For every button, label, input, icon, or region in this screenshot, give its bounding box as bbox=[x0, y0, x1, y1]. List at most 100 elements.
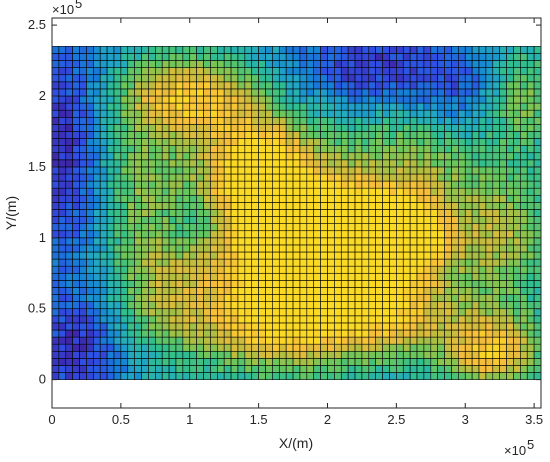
heatmap-cell bbox=[340, 265, 349, 274]
heatmap-cell bbox=[99, 358, 108, 366]
heatmap-cell bbox=[451, 343, 459, 352]
heatmap-cell bbox=[51, 152, 60, 161]
heatmap-cell bbox=[340, 180, 349, 189]
heatmap-cell bbox=[313, 258, 321, 267]
heatmap-cell bbox=[237, 187, 246, 196]
heatmap-cell bbox=[217, 102, 225, 111]
heatmap-cell bbox=[127, 272, 135, 281]
heatmap-cell bbox=[258, 194, 266, 203]
x-axis-label: X/(m) bbox=[279, 435, 313, 451]
heatmap-cell bbox=[458, 67, 466, 76]
heatmap-cell bbox=[306, 131, 315, 139]
heatmap-cell bbox=[409, 244, 418, 253]
heatmap-cell bbox=[258, 343, 266, 352]
heatmap-cell bbox=[175, 209, 184, 217]
heatmap-cell bbox=[464, 358, 473, 366]
heatmap-cell bbox=[492, 102, 500, 111]
heatmap-cell bbox=[265, 173, 273, 182]
heatmap-cell bbox=[134, 265, 142, 274]
heatmap-cell bbox=[416, 258, 425, 267]
heatmap-cell bbox=[327, 308, 335, 317]
heatmap-cell bbox=[203, 343, 211, 352]
heatmap-cell bbox=[265, 223, 273, 232]
heatmap-cell bbox=[99, 74, 108, 83]
heatmap-cell bbox=[51, 329, 60, 338]
heatmap-cell bbox=[520, 194, 528, 203]
heatmap-cell bbox=[189, 67, 197, 76]
heatmap-cell bbox=[375, 272, 383, 281]
heatmap-cell bbox=[306, 272, 315, 281]
heatmap-cell bbox=[244, 301, 253, 310]
heatmap-cell bbox=[299, 343, 308, 352]
heatmap-cell bbox=[409, 308, 418, 317]
heatmap-cell bbox=[258, 365, 266, 373]
heatmap-cell bbox=[451, 145, 459, 154]
heatmap-cell bbox=[51, 322, 60, 331]
heatmap-cell bbox=[258, 287, 266, 295]
heatmap-cell bbox=[120, 315, 129, 324]
heatmap-cell bbox=[175, 244, 184, 253]
heatmap-cell bbox=[389, 88, 397, 97]
heatmap-cell bbox=[409, 46, 418, 54]
heatmap-cell bbox=[93, 81, 101, 90]
heatmap-cell bbox=[93, 173, 101, 182]
heatmap-cell bbox=[258, 216, 266, 224]
heatmap-cell bbox=[272, 138, 280, 146]
heatmap-cell bbox=[113, 131, 122, 139]
heatmap-cell bbox=[141, 216, 149, 224]
heatmap-cell bbox=[86, 251, 94, 260]
heatmap-cell bbox=[106, 53, 115, 61]
heatmap-cell bbox=[347, 272, 356, 281]
heatmap-cell bbox=[155, 258, 163, 267]
heatmap-cell bbox=[237, 194, 246, 203]
heatmap-cell bbox=[444, 372, 452, 380]
heatmap-cell bbox=[423, 308, 432, 317]
heatmap-cell bbox=[175, 46, 184, 54]
heatmap-cell bbox=[99, 230, 108, 239]
heatmap-cell bbox=[86, 131, 94, 139]
heatmap-cell bbox=[72, 67, 80, 76]
heatmap-cell bbox=[113, 358, 122, 366]
heatmap-cell bbox=[375, 294, 383, 302]
heatmap-cell bbox=[148, 102, 156, 111]
heatmap-cell bbox=[278, 244, 287, 253]
heatmap-cell bbox=[327, 180, 335, 189]
heatmap-cell bbox=[113, 159, 122, 168]
heatmap-cell bbox=[237, 230, 246, 239]
heatmap-cell bbox=[368, 194, 377, 203]
heatmap-cell bbox=[520, 187, 528, 196]
heatmap-cell bbox=[65, 173, 73, 182]
heatmap-cell bbox=[327, 67, 335, 76]
heatmap-cell bbox=[485, 287, 494, 295]
heatmap-cell bbox=[464, 180, 473, 189]
heatmap-cell bbox=[134, 336, 142, 345]
heatmap-cell bbox=[210, 265, 218, 274]
heatmap-cell bbox=[58, 46, 67, 54]
heatmap-cell bbox=[354, 166, 363, 175]
heatmap-cell bbox=[430, 60, 438, 68]
heatmap-cell bbox=[306, 88, 315, 97]
heatmap-cell bbox=[444, 180, 452, 189]
heatmap-cell bbox=[51, 138, 60, 146]
heatmap-cell bbox=[210, 272, 218, 281]
heatmap-cell bbox=[155, 116, 163, 125]
heatmap-cell bbox=[127, 315, 135, 324]
heatmap-cell bbox=[237, 365, 246, 373]
heatmap-cell bbox=[320, 187, 328, 196]
heatmap-cell bbox=[230, 116, 239, 125]
heatmap-cell bbox=[313, 358, 321, 366]
heatmap-cell bbox=[520, 237, 528, 246]
x-axis-multiplier: ×10 5 bbox=[504, 437, 534, 458]
heatmap-cell bbox=[113, 230, 122, 239]
heatmap-cell bbox=[182, 124, 191, 132]
heatmap-cell bbox=[430, 88, 438, 97]
heatmap-cell bbox=[72, 131, 80, 139]
heatmap-cell bbox=[258, 329, 266, 338]
heatmap-cell bbox=[217, 138, 225, 146]
heatmap-cell bbox=[134, 152, 142, 161]
heatmap-cell bbox=[237, 272, 246, 281]
heatmap-cell bbox=[230, 194, 239, 203]
heatmap-cell bbox=[458, 251, 466, 260]
heatmap-cell bbox=[471, 88, 480, 97]
heatmap-cell bbox=[499, 230, 507, 239]
